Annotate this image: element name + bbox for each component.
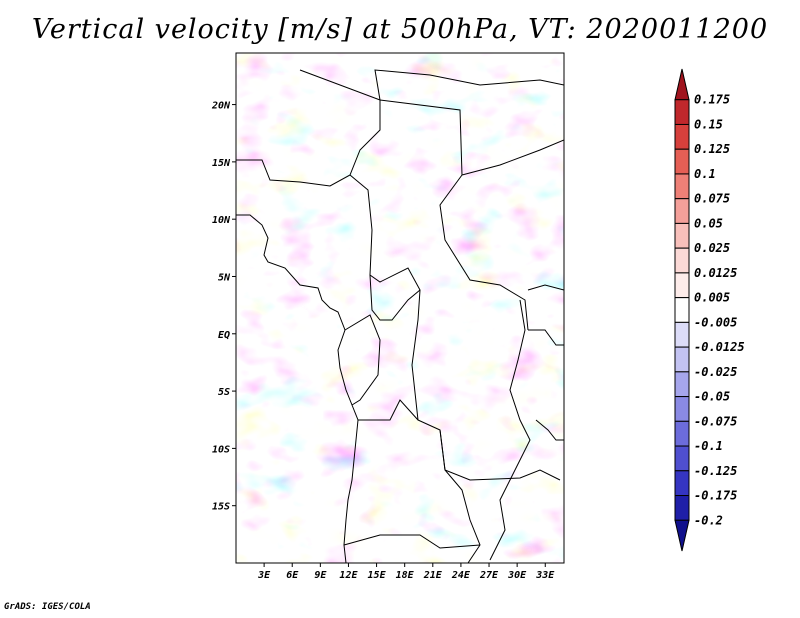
lon-tick-label: 18E: [396, 570, 415, 581]
colorbar-bin: [674, 222, 690, 249]
colorbar-bin: [674, 346, 690, 373]
lat-tick-label: 10N: [212, 215, 231, 226]
colorbar-bin: [674, 148, 690, 175]
colorbar-top-arrow: [674, 68, 690, 101]
country-borders: [236, 69, 564, 563]
colorbar-bin: [674, 420, 690, 447]
colorbar-bin: [674, 371, 690, 398]
colorbar-label: -0.1: [694, 439, 723, 453]
colorbar-bin: [674, 99, 690, 125]
lat-tick-label: 15N: [212, 158, 231, 169]
lon-tick-label: 12E: [339, 570, 358, 581]
longitude-axis: 3E 6E 9E 12E 15E 18E 21E 24E 27E 30E 33E: [257, 563, 555, 581]
lon-tick-label: 30E: [507, 570, 527, 581]
colorbar-label: -0.075: [694, 414, 737, 428]
colorbar-bin: [674, 470, 690, 497]
colorbar-bin: [674, 247, 690, 274]
lat-tick-label: 15S: [212, 502, 230, 513]
lon-tick-label: 15E: [368, 570, 387, 581]
velocity-field: [236, 53, 564, 563]
colorbar-label: -0.025: [694, 365, 737, 379]
colorbar-label: -0.005: [694, 315, 737, 329]
colorbar-label: 0.05: [694, 216, 723, 230]
colorbar-label: 0.175: [694, 93, 730, 107]
lat-tick-label: EQ: [218, 330, 230, 341]
colorbar-label: 0.15: [694, 117, 723, 131]
lon-tick-label: 33E: [535, 570, 555, 581]
lon-tick-label: 9E: [314, 570, 327, 581]
colorbar-bin: [674, 396, 690, 422]
colorbar-bin: [674, 198, 690, 224]
colorbar-label: 0.025: [694, 241, 730, 255]
colorbar-label: 0.125: [694, 142, 730, 156]
colorbar-bin: [674, 495, 690, 521]
map-plot-area: [235, 52, 565, 564]
colorbar-bin: [674, 321, 690, 348]
colorbar-bin: [674, 123, 690, 150]
colorbar-label: -0.2: [694, 513, 723, 527]
lon-tick-label: 27E: [479, 570, 499, 581]
colorbar-label: -0.05: [694, 390, 730, 404]
lat-tick-label: 20N: [211, 101, 231, 112]
lon-tick-label: 6E: [286, 570, 299, 581]
lon-tick-label: 3E: [257, 570, 271, 581]
latitude-axis: 20N 15N 10N 5N EQ 5S 10S 15S: [211, 101, 236, 513]
colorbar-label: 0.005: [694, 291, 730, 305]
colorbar-bin: [674, 272, 690, 299]
colorbar-bottom-arrow: [674, 519, 690, 552]
colorbar-bin: [674, 173, 690, 200]
colorbar-label: -0.125: [694, 464, 737, 478]
colorbar-bin: [674, 445, 690, 472]
lat-tick-label: 5S: [218, 387, 230, 398]
colorbar-label: 0.0125: [694, 266, 737, 280]
colorbar-label: -0.175: [694, 489, 737, 503]
colorbar-label: -0.0125: [694, 340, 745, 354]
colorbar-label: 0.1: [694, 167, 716, 181]
colorbar: 0.175 0.15 0.125 0.1 0.075 0.05 0.025 0.0125 0.0…: [674, 68, 745, 552]
lat-tick-label: 10S: [212, 444, 230, 455]
colorbar-label: 0.075: [694, 192, 730, 206]
map-title: Vertical velocity [m/s] at 500hPa, VT: 2…: [31, 14, 769, 45]
lat-tick-label: 5N: [218, 272, 231, 283]
lon-tick-label: 21E: [423, 570, 443, 581]
lon-tick-label: 24E: [451, 570, 471, 581]
grads-credit: GrADS: IGES/COLA: [4, 602, 91, 612]
colorbar-bin: [674, 297, 690, 323]
